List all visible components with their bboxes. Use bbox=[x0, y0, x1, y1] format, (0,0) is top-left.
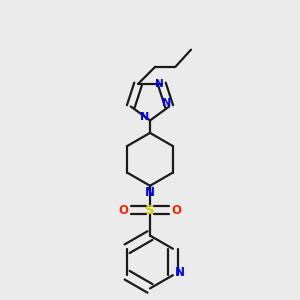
Text: O: O bbox=[119, 203, 129, 217]
Text: N: N bbox=[162, 98, 171, 108]
Text: S: S bbox=[145, 203, 155, 217]
Text: N: N bbox=[175, 266, 185, 279]
Text: N: N bbox=[140, 112, 149, 122]
Text: O: O bbox=[171, 203, 181, 217]
Text: N: N bbox=[155, 79, 164, 89]
Text: N: N bbox=[145, 186, 155, 199]
